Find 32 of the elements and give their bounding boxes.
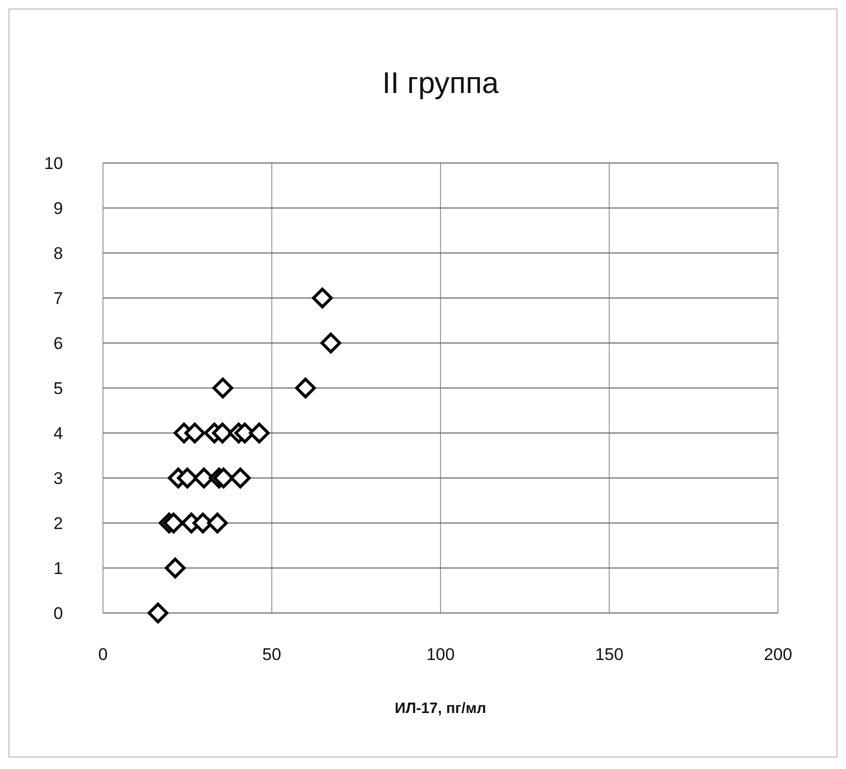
y-tick-label: 3 — [54, 469, 63, 488]
chart-title: II группа — [382, 67, 500, 100]
x-axis-title: ИЛ-17, пг/мл — [394, 700, 486, 717]
point — [148, 602, 168, 624]
y-tick-label: 1 — [54, 559, 63, 578]
point — [295, 378, 316, 398]
point — [212, 378, 234, 398]
y-tick-label: 8 — [54, 244, 63, 263]
x-tick-label: 200 — [764, 645, 792, 664]
point — [213, 468, 234, 488]
y-tick-label: 2 — [54, 514, 63, 533]
point — [184, 422, 206, 444]
point — [248, 422, 270, 444]
y-tick-label: 5 — [54, 379, 63, 398]
y-tick-label: 4 — [54, 424, 63, 443]
y-tick-label: 9 — [54, 199, 63, 218]
y-tick-label: 0 — [54, 604, 63, 623]
point — [320, 332, 342, 354]
x-tick-label: 50 — [262, 645, 282, 664]
x-tick-label: 150 — [595, 645, 624, 664]
x-tick-label: 100 — [426, 645, 455, 664]
point — [207, 512, 228, 534]
point — [312, 288, 333, 308]
point — [163, 512, 184, 534]
y-tick-label: 7 — [54, 289, 63, 308]
y-tick-label: 6 — [54, 334, 63, 353]
x-tick-label: 0 — [98, 645, 108, 664]
point — [230, 468, 251, 488]
point — [177, 468, 198, 488]
y-tick-label: 10 — [44, 154, 63, 173]
point — [164, 558, 186, 578]
point — [212, 422, 233, 444]
